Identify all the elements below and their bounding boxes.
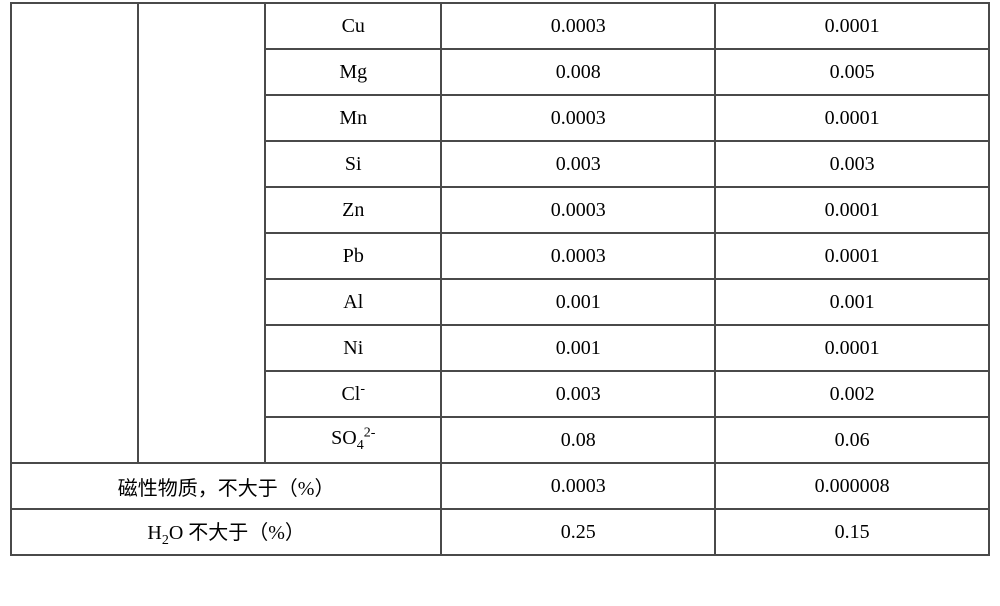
footer-label: 磁性物质，不大于（%） <box>11 463 441 509</box>
value-col-1: 0.0003 <box>441 3 715 49</box>
value-col-2: 0.0001 <box>715 3 989 49</box>
element-label: Pb <box>265 233 441 279</box>
value-col-1: 0.008 <box>441 49 715 95</box>
value-col-2: 0.002 <box>715 371 989 417</box>
row-group-stub-2 <box>138 3 265 463</box>
value-col-1: 0.0003 <box>441 233 715 279</box>
value-col-1: 0.001 <box>441 325 715 371</box>
table-container: Cu 0.0003 0.0001 Mg 0.008 0.005 Mn 0.000… <box>0 0 1000 606</box>
element-label: Cl- <box>265 371 441 417</box>
value-col-1: 0.003 <box>441 371 715 417</box>
element-label: Si <box>265 141 441 187</box>
element-label: Zn <box>265 187 441 233</box>
table-row: H2O 不大于（%） 0.25 0.15 <box>11 509 989 555</box>
value-col-1: 0.001 <box>441 279 715 325</box>
value-col-1: 0.0003 <box>441 463 715 509</box>
element-label: Mn <box>265 95 441 141</box>
table-body: Cu 0.0003 0.0001 Mg 0.008 0.005 Mn 0.000… <box>11 3 989 555</box>
value-col-2: 0.005 <box>715 49 989 95</box>
value-col-1: 0.08 <box>441 417 715 463</box>
composition-table: Cu 0.0003 0.0001 Mg 0.008 0.005 Mn 0.000… <box>10 2 990 556</box>
value-col-2: 0.0001 <box>715 325 989 371</box>
table-row: 磁性物质，不大于（%） 0.0003 0.000008 <box>11 463 989 509</box>
row-group-stub-1 <box>11 3 138 463</box>
value-col-1: 0.25 <box>441 509 715 555</box>
element-label: Mg <box>265 49 441 95</box>
value-col-2: 0.003 <box>715 141 989 187</box>
value-col-2: 0.0001 <box>715 95 989 141</box>
value-col-2: 0.15 <box>715 509 989 555</box>
value-col-2: 0.000008 <box>715 463 989 509</box>
element-label: SO42- <box>265 417 441 463</box>
element-label: Al <box>265 279 441 325</box>
value-col-2: 0.0001 <box>715 187 989 233</box>
value-col-2: 0.06 <box>715 417 989 463</box>
value-col-2: 0.0001 <box>715 233 989 279</box>
value-col-2: 0.001 <box>715 279 989 325</box>
footer-label: H2O 不大于（%） <box>11 509 441 555</box>
value-col-1: 0.0003 <box>441 95 715 141</box>
element-label: Cu <box>265 3 441 49</box>
table-row: Cu 0.0003 0.0001 <box>11 3 989 49</box>
value-col-1: 0.0003 <box>441 187 715 233</box>
value-col-1: 0.003 <box>441 141 715 187</box>
element-label: Ni <box>265 325 441 371</box>
